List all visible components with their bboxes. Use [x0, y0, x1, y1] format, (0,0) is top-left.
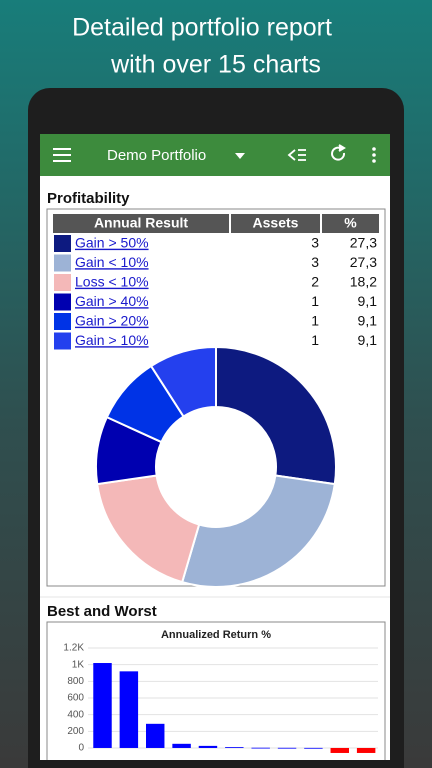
column-header-label: Annual Result: [94, 215, 188, 231]
assets-cell: 3: [311, 235, 319, 251]
section-title: Profitability: [47, 190, 130, 207]
y-tick-label: 200: [67, 726, 84, 737]
bar: [356, 747, 376, 753]
portfolio-name[interactable]: Demo Portfolio: [107, 147, 206, 164]
percent-cell: 27,3: [350, 235, 377, 251]
bar: [330, 747, 349, 753]
chart-title: Annualized Return %: [161, 629, 271, 641]
column-header-label: Assets: [253, 215, 299, 231]
row-link[interactable]: Gain > 10%: [75, 332, 149, 348]
y-tick-label: 0: [78, 743, 84, 754]
sort-icon[interactable]: [287, 149, 306, 161]
column-header: [231, 214, 320, 233]
assets-cell: 1: [311, 293, 319, 309]
donut-slice: [180, 474, 336, 588]
more-icon[interactable]: [372, 147, 376, 163]
dropdown-icon[interactable]: [235, 153, 245, 159]
donut-slice: [149, 345, 217, 418]
assets-cell: 2: [311, 274, 319, 290]
percent-cell: 27,3: [350, 254, 377, 270]
legend-swatch: [54, 254, 71, 272]
y-tick-label: 600: [67, 693, 84, 704]
bar: [251, 747, 270, 749]
toolbar: [40, 134, 390, 176]
refresh-icon[interactable]: [331, 144, 346, 161]
row-link[interactable]: Gain > 40%: [75, 293, 149, 309]
column-header: [322, 214, 379, 233]
bar: [146, 723, 165, 748]
column-header-label: %: [344, 215, 357, 231]
donut-slice: [215, 345, 337, 486]
bar: [225, 747, 244, 748]
y-tick-label: 800: [67, 676, 84, 687]
assets-cell: 3: [311, 254, 319, 270]
section-title: Best and Worst: [47, 603, 157, 620]
bar: [198, 745, 218, 748]
percent-cell: 9,1: [358, 313, 378, 329]
legend-swatch: [54, 332, 71, 350]
y-tick-label: 400: [67, 709, 84, 720]
legend-swatch: [54, 313, 71, 330]
legend-swatch: [54, 235, 71, 252]
bar: [304, 747, 323, 749]
legend-swatch: [54, 274, 71, 291]
bar: [119, 671, 139, 748]
row-link[interactable]: Gain > 20%: [75, 313, 149, 329]
assets-cell: 1: [311, 313, 319, 329]
bar: [172, 743, 191, 748]
row-link[interactable]: Gain < 10%: [75, 254, 149, 270]
bar: [93, 663, 112, 748]
legend-swatch: [54, 293, 71, 311]
percent-cell: 9,1: [358, 293, 378, 309]
y-tick-label: 1.2K: [63, 643, 84, 654]
donut-slice: [96, 474, 201, 584]
headline: with over 15 charts: [110, 51, 321, 79]
assets-cell: 1: [311, 332, 319, 348]
column-header: [53, 214, 229, 233]
row-link[interactable]: Gain > 50%: [75, 235, 149, 251]
headline: Detailed portfolio report: [72, 14, 332, 42]
phone-bezel: [28, 760, 404, 768]
percent-cell: 18,2: [350, 274, 377, 290]
row-link[interactable]: Loss < 10%: [75, 274, 149, 290]
percent-cell: 9,1: [358, 332, 378, 348]
bar: [277, 747, 297, 749]
table: Annual Result Assets % Gain > 50% 3 27,3 Gain …: [53, 214, 379, 350]
bar-chart: 0 200 400 600 800 1K 1.2K: [63, 643, 378, 754]
menu-icon[interactable]: [53, 148, 71, 162]
y-tick-label: 1K: [72, 659, 85, 670]
donut-chart: [95, 345, 337, 588]
